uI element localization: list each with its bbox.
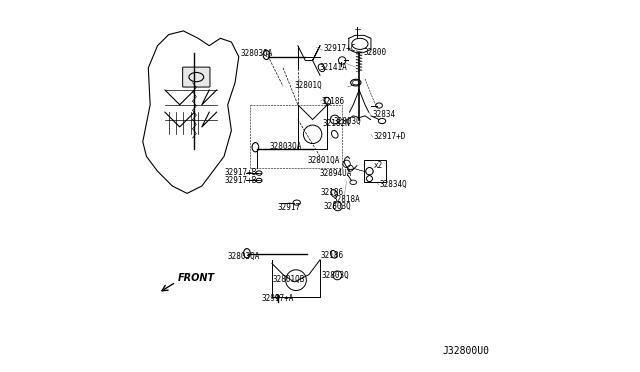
Text: FRONT: FRONT bbox=[178, 273, 215, 283]
Text: x2: x2 bbox=[374, 161, 383, 170]
Text: 32917: 32917 bbox=[278, 203, 301, 212]
Text: 32818A: 32818A bbox=[332, 195, 360, 204]
Text: 32917+B: 32917+B bbox=[225, 176, 257, 185]
Text: 32186: 32186 bbox=[321, 188, 344, 197]
Text: 32800: 32800 bbox=[364, 48, 387, 57]
PathPatch shape bbox=[143, 31, 239, 193]
Text: 32803Q: 32803Q bbox=[322, 271, 349, 280]
Text: 32803QA: 32803QA bbox=[240, 49, 273, 58]
Text: 32917+A: 32917+A bbox=[262, 294, 294, 303]
Text: 32801QA: 32801QA bbox=[307, 156, 339, 166]
Text: 32801Q: 32801Q bbox=[294, 81, 322, 90]
Text: 32801QB: 32801QB bbox=[273, 275, 305, 283]
Text: 32894UA: 32894UA bbox=[320, 169, 353, 178]
Text: 32917+B: 32917+B bbox=[225, 168, 257, 177]
Text: 32803QA: 32803QA bbox=[228, 252, 260, 262]
Text: 32834: 32834 bbox=[372, 110, 396, 119]
Text: 32186: 32186 bbox=[321, 251, 344, 260]
Text: 32834Q: 32834Q bbox=[380, 180, 408, 189]
Bar bbox=[364, 160, 387, 182]
Text: J32800U0: J32800U0 bbox=[443, 346, 490, 356]
Text: 32141A: 32141A bbox=[319, 62, 347, 72]
Text: 32803QA: 32803QA bbox=[269, 142, 302, 151]
FancyBboxPatch shape bbox=[182, 67, 210, 87]
Text: 32182N: 32182N bbox=[323, 119, 351, 128]
Text: 32917+C: 32917+C bbox=[324, 44, 356, 53]
Text: 32803Q: 32803Q bbox=[324, 202, 351, 211]
Text: 32917+D: 32917+D bbox=[374, 132, 406, 141]
Text: 32186: 32186 bbox=[321, 97, 344, 106]
Text: 32803Q: 32803Q bbox=[333, 117, 362, 126]
